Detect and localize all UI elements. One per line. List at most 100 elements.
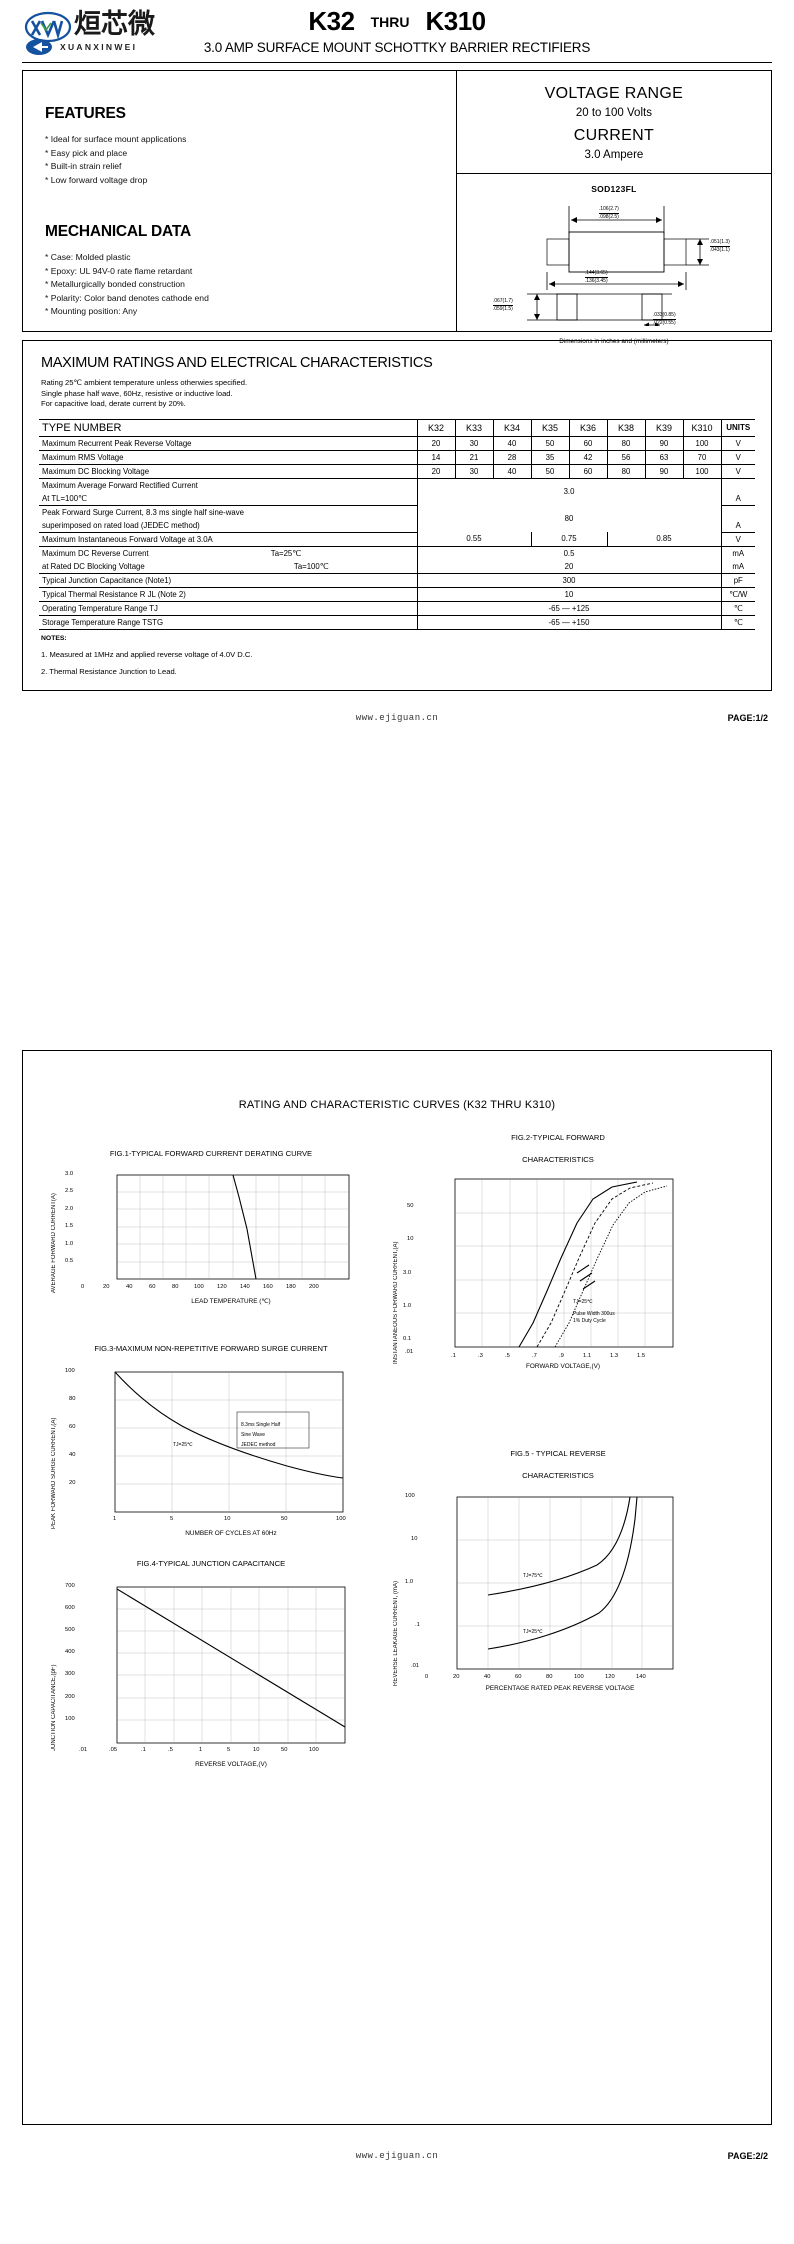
logo-mark-icon [24,8,72,42]
voltage-current-block: VOLTAGE RANGE 20 to 100 Volts CURRENT 3.… [456,71,771,174]
figure-1-title: FIG.1-TYPICAL FORWARD CURRENT DERATING C… [109,1149,313,1158]
cell: 70 [683,450,722,465]
page-header: 烜芯微 XUANXINWEI K32 THRU K310 3.0 AMP SURFA… [0,0,794,64]
current-value: 3.0 Ampere [584,149,644,161]
cell: 90 [645,436,684,451]
dim-width-bottom: .098(2.5) [598,213,619,220]
figure-2-annotation-3: 1% Duty Cycle [573,1318,606,1324]
cell: 42 [569,450,608,465]
cell-unit: ℃/W [721,587,755,602]
package-drawing-block: SOD123FL [457,174,771,345]
cell-unit: A [721,518,755,533]
top-information-box: FEATURES * Ideal for surface mount appli… [22,70,772,345]
table-row: Maximum Average Forward Rectified Curren… [39,478,755,505]
figure-3-annotation-3: JEDEC method [241,1442,276,1448]
cell: 56 [607,450,646,465]
cell: 20 [417,464,456,479]
table-row: Maximum RMS Voltage 14 21 28 35 42 56 63… [39,450,755,465]
figure-3-annotation-1: 8.3ms Single Half [241,1422,281,1428]
page1-footer: www.ejiguan.cn PAGE:1/2 [22,713,772,733]
cell-blank [721,478,755,492]
dim-length-bottom: .136(3.45) [584,277,608,284]
curves-box: RATING AND CHARACTERISTIC CURVES (K32 TH… [22,1050,772,2125]
dim-body-top: .067(1.7) [492,298,513,304]
part-end: K310 [425,6,486,36]
figure-5-xlabel: PERCENTAGE RATED PEAK REVERSE VOLTAGE [485,1685,635,1692]
figure-4-ylabel: JUNCTION CAPACITANCE,(pF) [51,1664,57,1751]
page2-footer: www.ejiguan.cn PAGE:2/2 [22,2151,772,2171]
footer-url: www.ejiguan.cn [355,2151,439,2161]
cell-unit: ℃ [721,615,755,630]
cell: 35 [531,450,570,465]
cell-unit: V [721,532,755,547]
cell: 60 [569,464,608,479]
col-k38: K38 [607,418,646,437]
figure-4: FIG.4-TYPICAL JUNCTION CAPACITANCE JUNCT… [51,1559,371,1779]
datasheet-page-1: 烜芯微 XUANXINWEI K32 THRU K310 3.0 AMP SURFA… [0,0,794,1050]
condition-line: Rating 25℃ ambient temperature unless ot… [41,378,248,387]
cell-unit: mA [732,548,745,558]
package-drawing: .106(2.7) .098(2.5) .051(1.3) .043(1.1) … [457,194,771,326]
part-number-title: K32 THRU K310 [0,6,794,37]
figure-2-subtitle: CHARACTERISTICS [522,1155,594,1164]
figure-1-ylabel: AVERAGE FORWARD CURRENT(A) [51,1193,57,1293]
cell: 20 [417,436,456,451]
figure-5-subtitle: CHARACTERISTICS [522,1471,594,1480]
table-row: Maximum DC Blocking Voltage 20 30 40 50 … [39,464,755,479]
cell: 30 [455,436,494,451]
cell-unit: V [721,464,755,479]
dim-height-bottom: .043(1.1) [709,246,730,253]
cell: 50 [531,464,570,479]
condition-line: For capacitive load, derate current by 2… [41,399,186,408]
ratings-table: TYPE NUMBER K32 K33 K34 K35 K36 K38 K39 … [39,418,755,630]
cell-unit: V [721,436,755,451]
col-k310: K310 [683,418,722,437]
row-label: at Rated DC Blocking Voltage Ta=100℃ [39,559,418,574]
figure-2: FIG.2-TYPICAL FORWARD CHARACTERISTICS IN… [393,1133,723,1378]
cell: 14 [417,450,456,465]
cell-group: 0.85 [607,532,722,547]
datasheet-page-2: RATING AND CHARACTERISTIC CURVES (K32 TH… [0,1050,794,2244]
mechanical-data-title: MECHANICAL DATA [45,223,191,240]
dim-lead-top: .033(0.85) [652,312,676,318]
figure-3-title: FIG.3-MAXIMUM NON-REPETITIVE FORWARD SUR… [94,1344,328,1353]
dim-lead-bottom: .022(0.55) [652,319,676,326]
row-label-text: at Rated DC Blocking Voltage [42,561,145,571]
cell: 80 [607,464,646,479]
row-label: Maximum Average Forward Rectified Curren… [39,478,418,492]
cell-span: -65 — +125 [417,601,722,616]
list-item: * Ideal for surface mount applications [45,134,187,144]
table-row: Storage Temperature Range TSTG -65 — +15… [39,615,755,630]
row-condition: Ta=25℃ [270,548,302,558]
features-title: FEATURES [45,105,126,122]
col-type-number: TYPE NUMBER [39,418,418,437]
table-row: Maximum Instantaneous Forward Voltage at… [39,532,755,547]
logo-chinese-name: 烜芯微 [74,9,155,40]
figure-1: FIG.1-TYPICAL FORWARD CURRENT DERATING C… [51,1149,371,1317]
figures-container: FIG.1-TYPICAL FORWARD CURRENT DERATING C… [23,1129,771,2119]
row-label: Typical Thermal Resistance R JL (Note 2) [39,587,418,602]
note-line: 1. Measured at 1MHz and applied reverse … [41,649,253,659]
thru-label: THRU [370,14,410,30]
col-k33: K33 [455,418,494,437]
company-logo: 烜芯微 XUANXINWEI [24,8,224,56]
footer-url: www.ejiguan.cn [355,712,439,723]
maximum-ratings-box: MAXIMUM RATINGS AND ELECTRICAL CHARACTER… [22,340,772,691]
col-k39: K39 [645,418,684,437]
features-mechanical-panel: FEATURES * Ideal for surface mount appli… [23,71,457,331]
cell: 63 [645,450,684,465]
col-k36: K36 [569,418,608,437]
part-start: K32 [308,6,355,36]
figure-5-title: FIG.5 - TYPICAL REVERSE [510,1449,606,1458]
col-k32: K32 [417,418,456,437]
cell-unit: mA [721,559,755,574]
figure-3-annotation-tj: TJ=25℃ [173,1442,193,1448]
row-label: Storage Temperature Range TSTG [39,615,418,630]
table-row: Typical Thermal Resistance R JL (Note 2)… [39,587,755,602]
row-label-2: superimposed on rated load (JEDEC method… [39,518,418,533]
col-k34: K34 [493,418,532,437]
list-item: * Easy pick and place [45,147,128,158]
cell: 100 [683,436,722,451]
cell-span: 20 [417,559,722,574]
logo-english-name: XUANXINWEI [60,42,138,52]
